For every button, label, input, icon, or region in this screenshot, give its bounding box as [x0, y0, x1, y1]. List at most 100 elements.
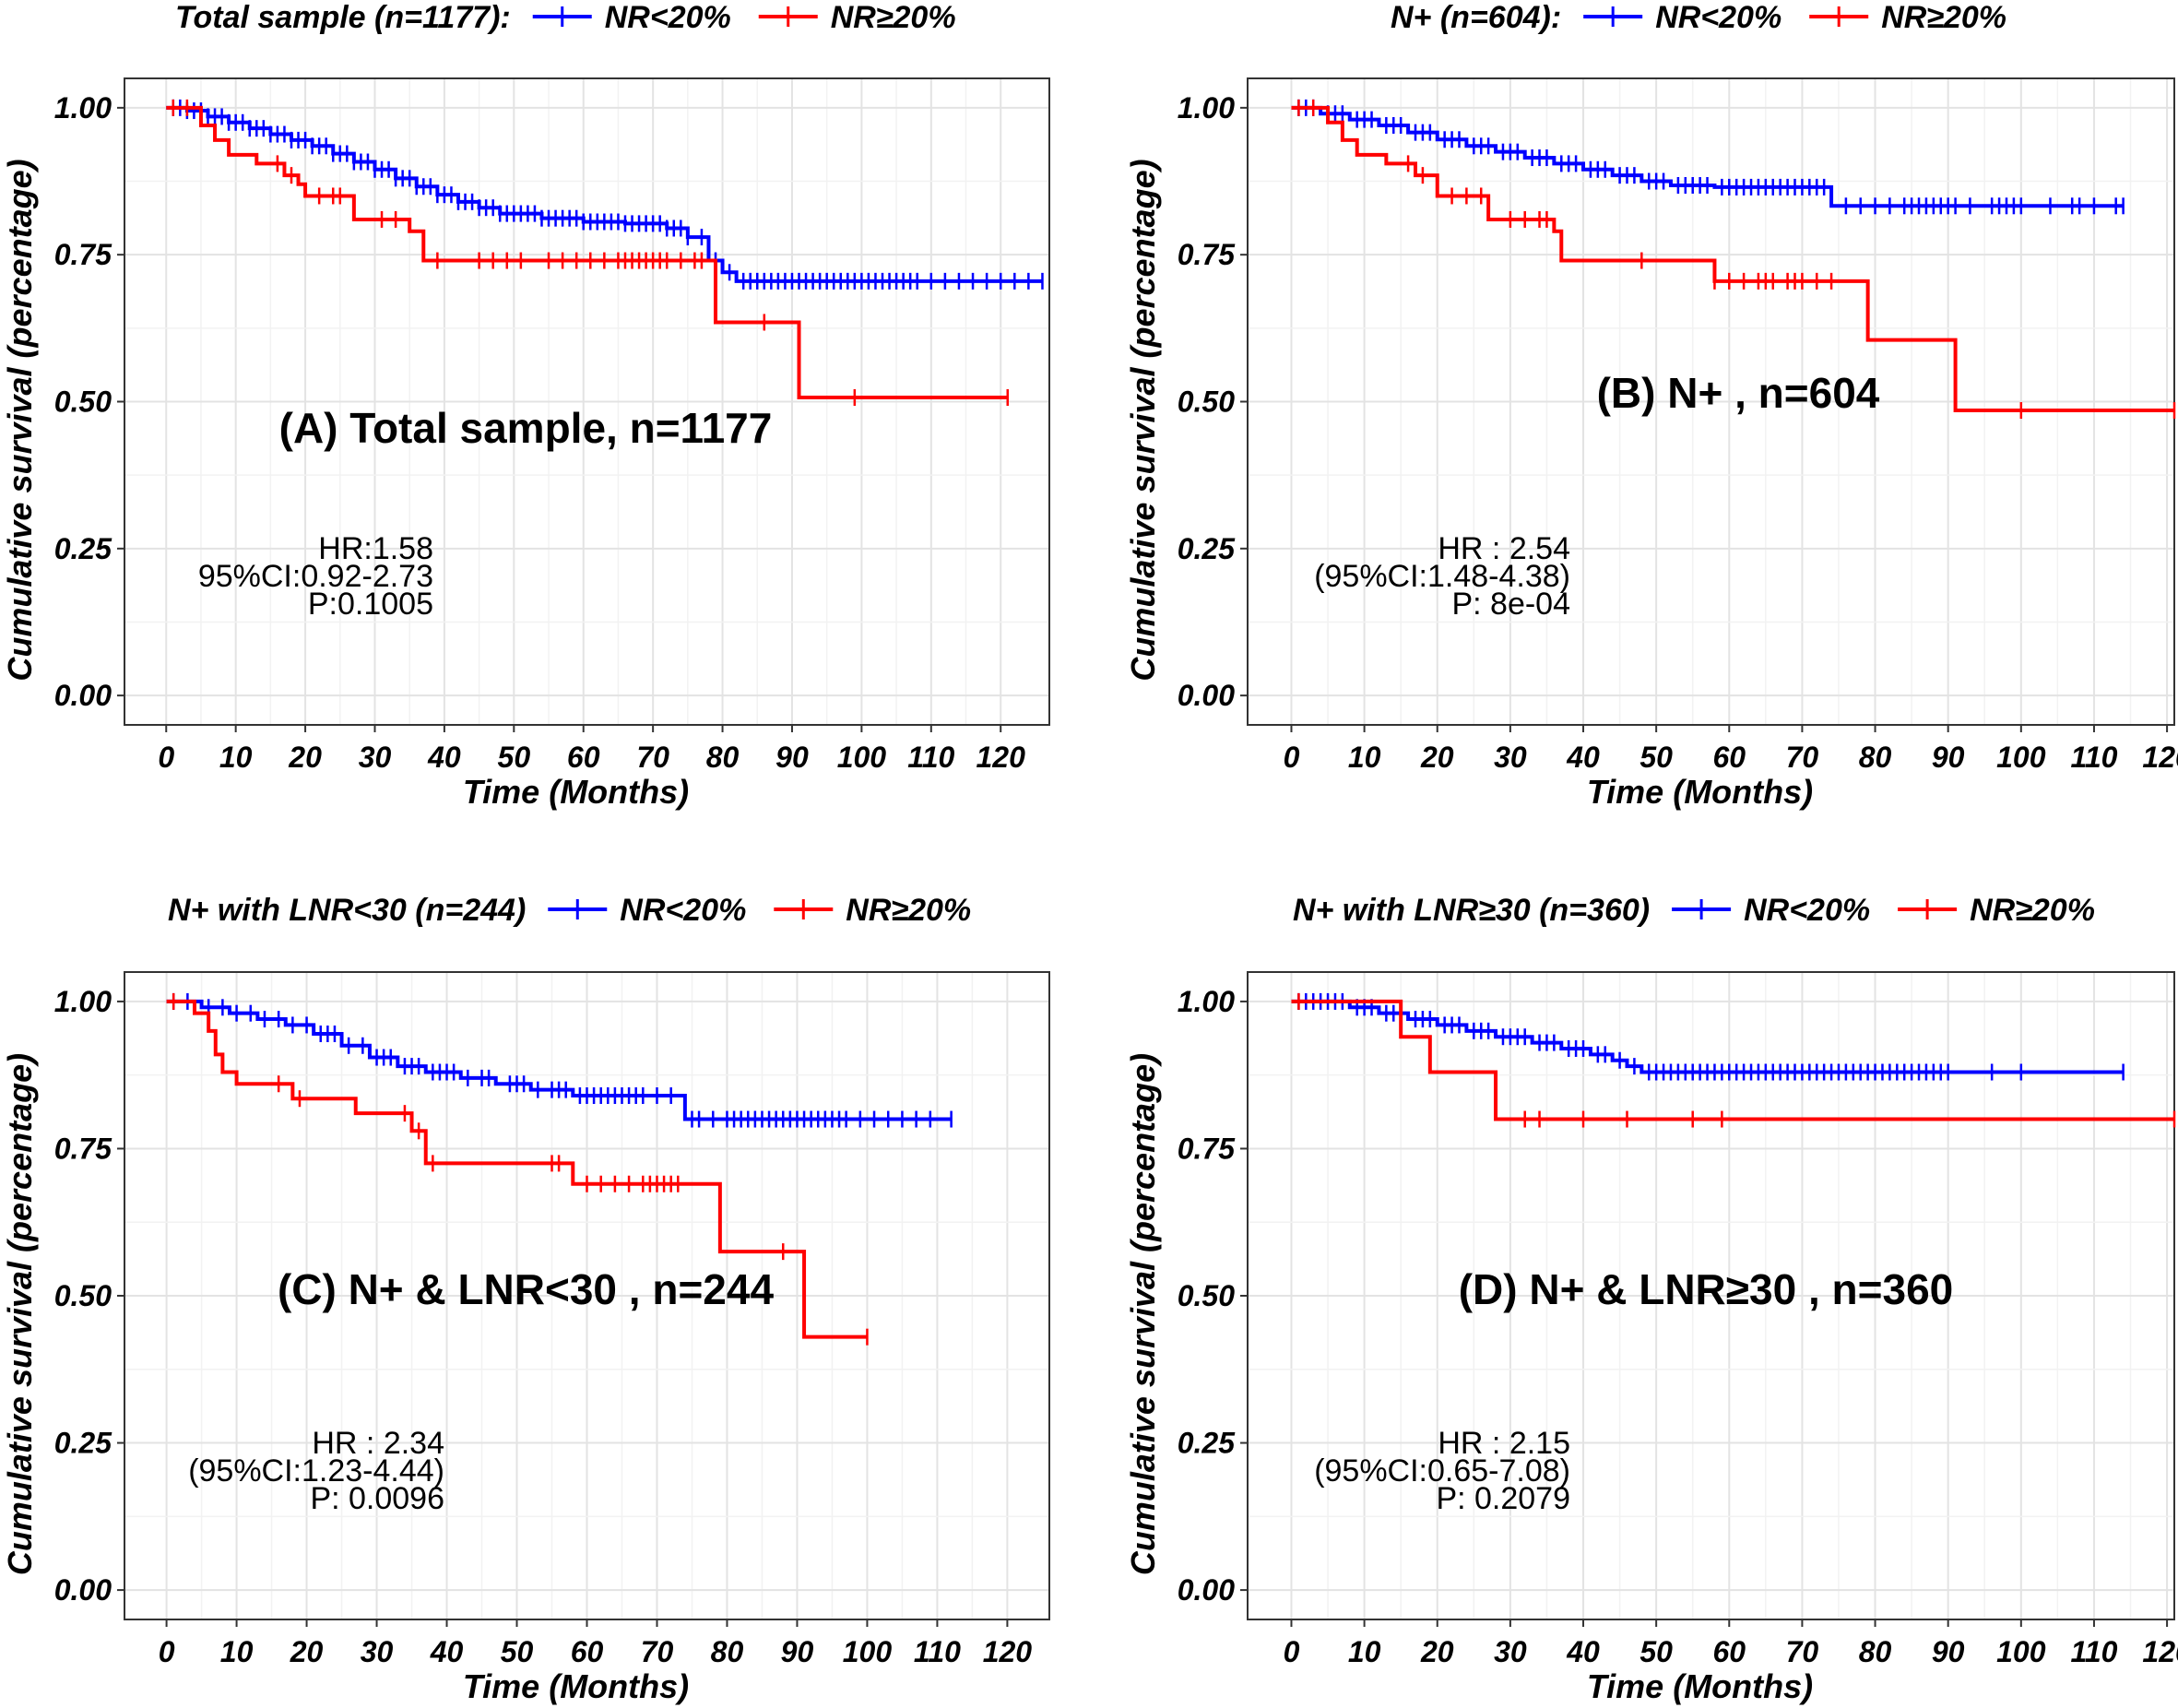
x-tick-label: 70 — [641, 1635, 674, 1668]
y-tick-label: 0.75 — [54, 1132, 112, 1165]
x-tick-label: 0 — [159, 1635, 175, 1668]
x-tick-label: 90 — [1932, 741, 1965, 774]
legend: N+ with LNR<30 (n=244) NR<20% NR≥20% — [168, 893, 971, 928]
x-tick-label: 20 — [288, 741, 322, 774]
x-tick-label: 40 — [1566, 1635, 1600, 1668]
x-tick-label: 100 — [1996, 1635, 2046, 1668]
y-tick-label: 1.00 — [1178, 91, 1235, 125]
km-panel-a: 0 10 20 30 40 50 60 70 80 90 100 110 120 0.00 0.25 0.50… — [1, 0, 1050, 811]
y-tick-label: 0.25 — [54, 1427, 112, 1460]
x-tick-label: 10 — [1348, 741, 1381, 774]
x-tick-label: 80 — [711, 1635, 744, 1668]
y-axis-title: Cumulative survival (percentage) — [1124, 159, 1162, 681]
gridlines — [124, 78, 1049, 725]
y-axis-title: Cumulative survival (percentage) — [1, 1053, 39, 1575]
x-tick-label: 50 — [498, 741, 531, 774]
x-tick-label: 40 — [427, 741, 461, 774]
y-tick-label: 1.00 — [54, 985, 112, 1018]
stat-line: P:0.1005 — [308, 587, 433, 622]
x-tick-label: 50 — [501, 1635, 534, 1668]
x-tick-label: 90 — [781, 1635, 814, 1668]
legend-label: NR≥20% — [1881, 0, 2006, 35]
x-tick-label: 60 — [571, 1635, 604, 1668]
y-tick-label: 0.50 — [54, 1279, 112, 1312]
panel-label: (D) N+ & LNR≥30 , n=360 — [1459, 1265, 1954, 1313]
x-tick-label: 90 — [1932, 1635, 1965, 1668]
stat-line: P: 8e-04 — [1451, 587, 1570, 622]
x-tick-label: 110 — [2070, 741, 2117, 774]
x-tick-label: 80 — [706, 741, 740, 774]
x-tick-label: 0 — [1284, 741, 1300, 774]
x-tick-label: 30 — [361, 1635, 394, 1668]
x-tick-label: 90 — [775, 741, 809, 774]
x-tick-label: 50 — [1639, 1635, 1673, 1668]
y-tick-label: 0.00 — [54, 679, 112, 712]
x-axis-title: Time (Months) — [463, 1667, 689, 1705]
y-axis-title: Cumulative survival (percentage) — [1124, 1053, 1162, 1575]
series-nr-lt-20 — [166, 992, 953, 1128]
km-panel-d: 0 10 20 30 40 50 60 70 80 90 100 110 120 0.00 0.25 0.50… — [1124, 893, 2178, 1705]
x-tick-label: 110 — [907, 741, 954, 774]
x-tick-label: 100 — [837, 741, 887, 774]
km-panel-c: 0 10 20 30 40 50 60 70 80 90 100 110 120 0.00 0.25 0.50… — [1, 893, 1050, 1705]
x-tick-label: 70 — [1786, 741, 1819, 774]
x-tick-label: 80 — [1859, 1635, 1892, 1668]
y-tick-label: 0.75 — [1178, 1132, 1236, 1165]
x-tick-label: 20 — [1420, 1635, 1454, 1668]
legend-title: N+ with LNR≥30 (n=360) — [1293, 893, 1650, 928]
x-tick-label: 60 — [1712, 1635, 1746, 1668]
x-tick-label: 70 — [1786, 1635, 1819, 1668]
legend: N+ (n=604): NR<20% NR≥20% — [1391, 0, 2006, 35]
x-tick-label: 120 — [983, 1635, 1033, 1668]
series-nr-ge-20 — [166, 992, 869, 1346]
x-tick-label: 50 — [1639, 741, 1673, 774]
y-tick-label: 0.75 — [54, 238, 112, 271]
legend-label: NR≥20% — [846, 893, 971, 928]
stat-line: P: 0.0096 — [310, 1481, 444, 1516]
x-tick-label: 30 — [1494, 1635, 1527, 1668]
km-panel-b: 0 10 20 30 40 50 60 70 80 90 100 110 120 0.00 0.25 0.50… — [1124, 0, 2178, 811]
y-tick-label: 1.00 — [54, 91, 112, 125]
series-nr-ge-20 — [166, 99, 1010, 407]
panel-label: (A) Total sample, n=1177 — [279, 404, 773, 452]
x-tick-label: 40 — [430, 1635, 464, 1668]
legend-label: NR<20% — [1744, 893, 1870, 928]
survival-curve — [166, 105, 1043, 283]
survival-curve — [166, 999, 952, 1121]
stat-line: (95%CI:1.23-4.44) — [188, 1453, 444, 1489]
panel-label: (B) N+ , n=604 — [1597, 369, 1880, 417]
series-nr-ge-20 — [1291, 99, 2176, 420]
legend-label: NR≥20% — [831, 0, 956, 35]
survival-curve — [166, 105, 1008, 400]
x-tick-label: 40 — [1566, 741, 1600, 774]
y-tick-label: 0.00 — [1178, 1573, 1235, 1607]
y-tick-label: 0.25 — [1178, 1427, 1236, 1460]
x-tick-label: 0 — [158, 741, 174, 774]
x-axis-title: Time (Months) — [1587, 1667, 1813, 1705]
x-tick-label: 110 — [2070, 1635, 2117, 1668]
legend-title: N+ (n=604): — [1391, 0, 1561, 35]
panel-label: (C) N+ & LNR<30 , n=244 — [278, 1265, 775, 1313]
x-tick-label: 120 — [2142, 741, 2178, 774]
x-tick-label: 10 — [219, 741, 253, 774]
legend-label: NR<20% — [1655, 0, 1781, 35]
series-nr-lt-20 — [166, 99, 1044, 290]
y-tick-label: 0.00 — [54, 1573, 112, 1607]
x-tick-label: 30 — [359, 741, 392, 774]
y-tick-label: 0.00 — [1178, 679, 1235, 712]
x-tick-label: 110 — [914, 1635, 961, 1668]
legend-label: NR<20% — [605, 0, 731, 35]
stat-line: (95%CI:1.48-4.38) — [1314, 559, 1570, 594]
legend-title: Total sample (n=1177): — [175, 0, 511, 35]
x-tick-label: 60 — [567, 741, 600, 774]
x-tick-label: 60 — [1712, 741, 1746, 774]
stat-line: HR : 2.15 — [1438, 1426, 1570, 1461]
stat-line: 95%CI:0.92-2.73 — [198, 559, 433, 594]
x-tick-label: 10 — [220, 1635, 254, 1668]
y-tick-label: 0.50 — [1178, 385, 1235, 419]
stat-line: HR : 2.34 — [312, 1426, 444, 1461]
x-axis-title: Time (Months) — [1587, 773, 1813, 811]
x-tick-label: 100 — [843, 1635, 893, 1668]
x-tick-label: 120 — [977, 741, 1026, 774]
y-tick-label: 0.25 — [1178, 532, 1236, 565]
